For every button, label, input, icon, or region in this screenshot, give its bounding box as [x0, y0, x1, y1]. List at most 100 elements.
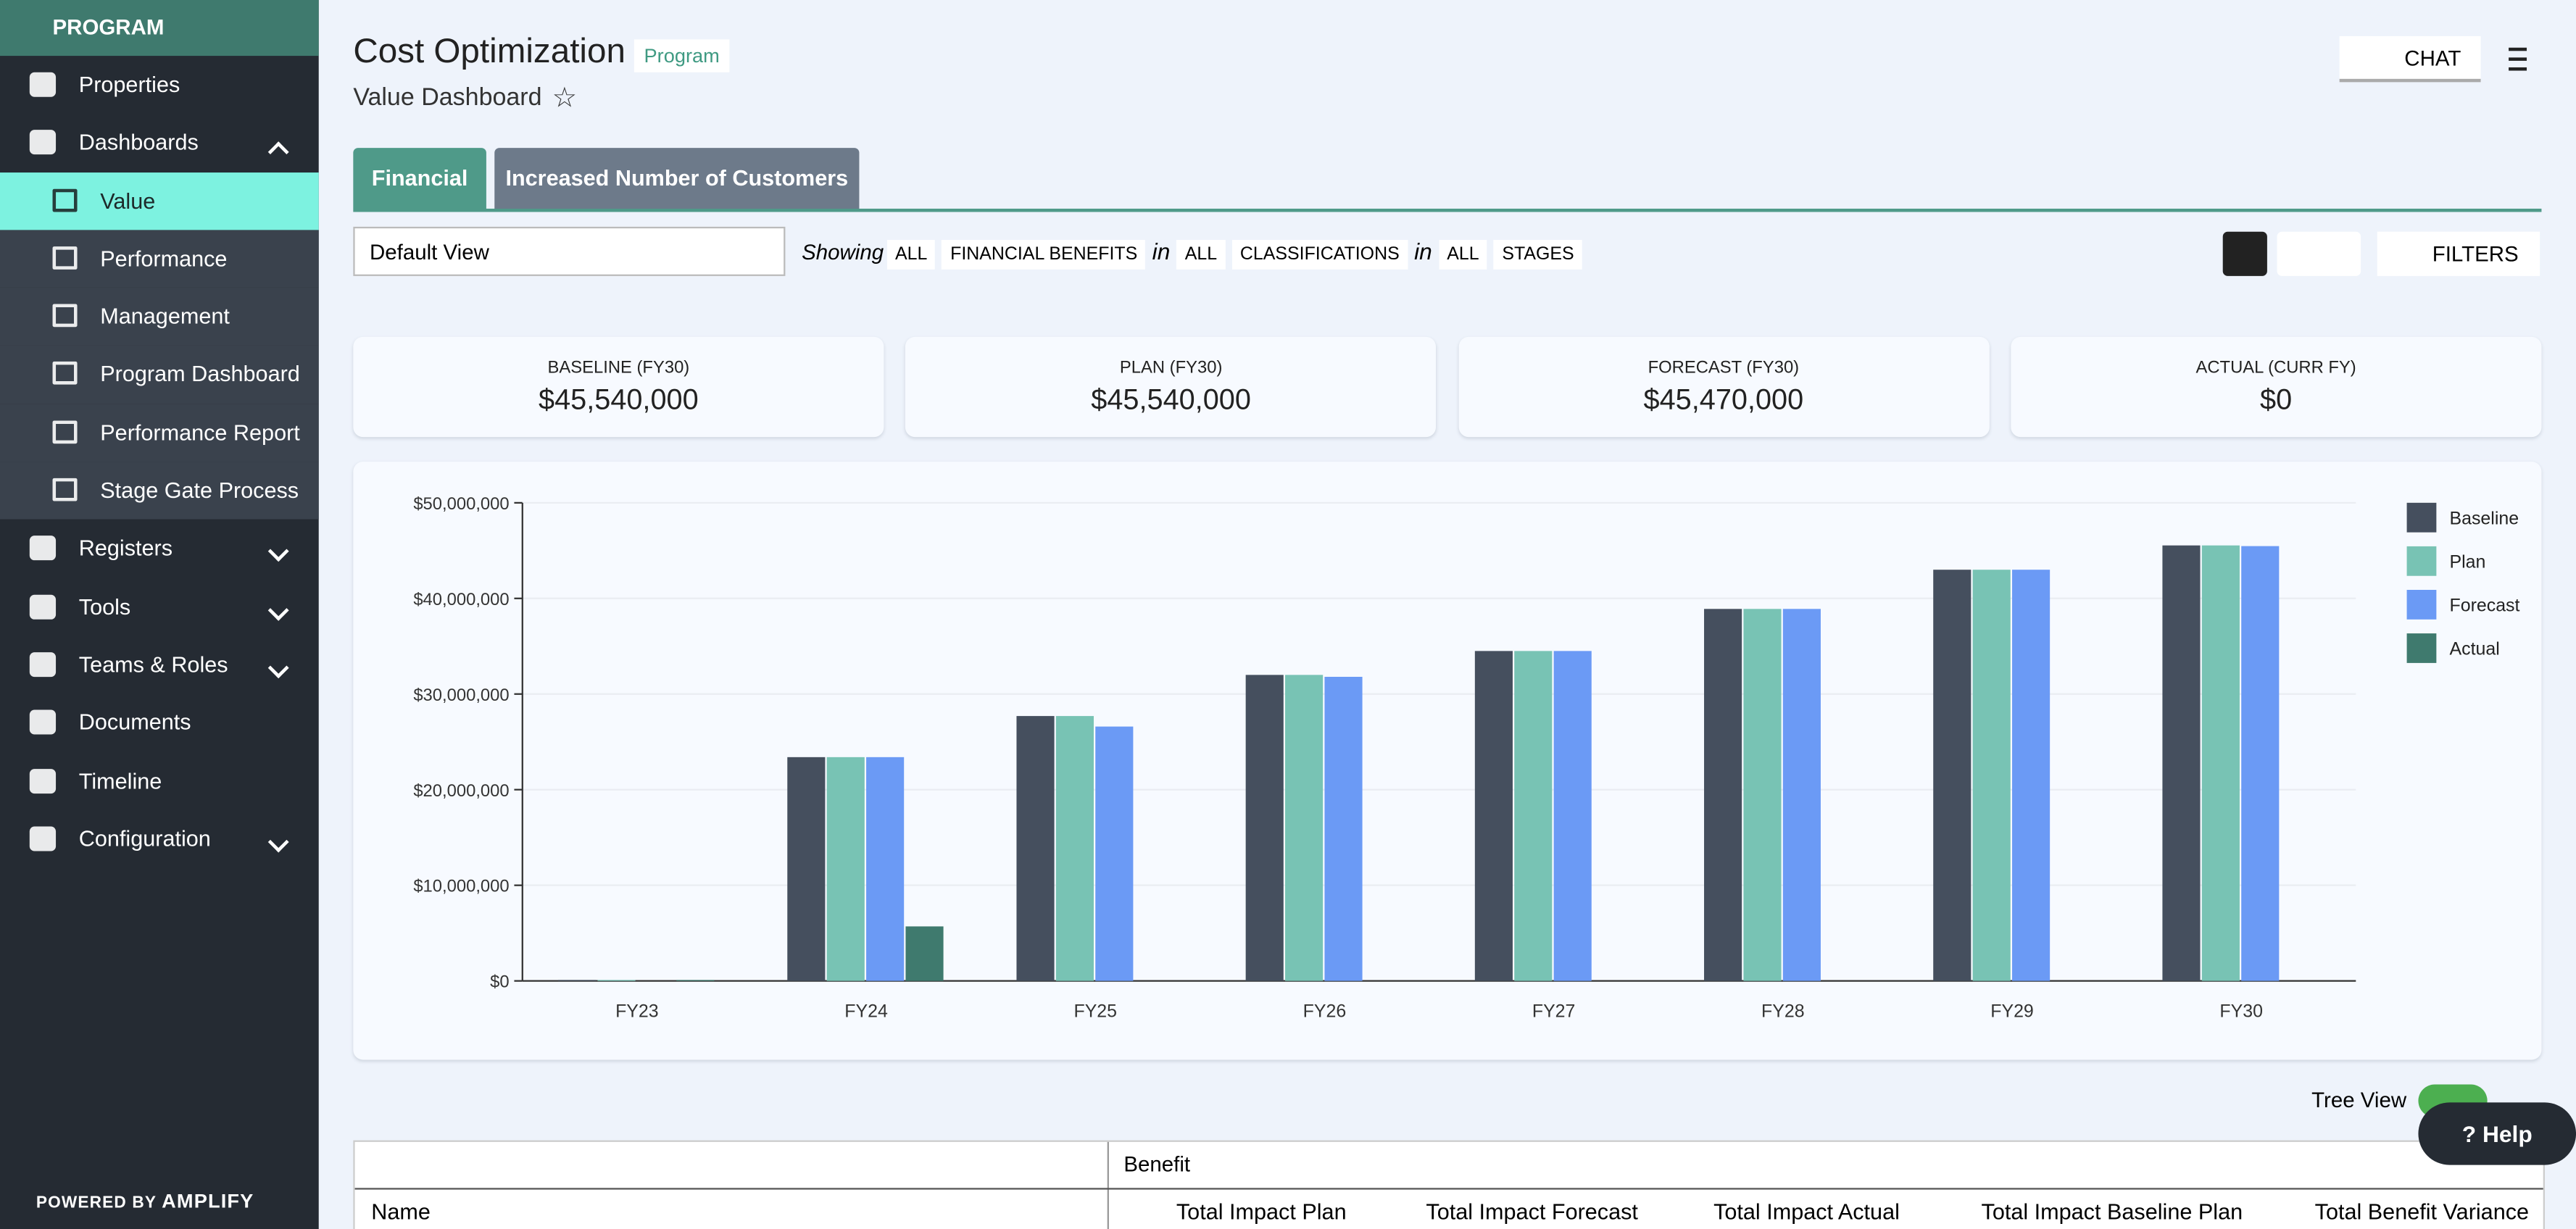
page-title: Cost Optimization — [353, 33, 626, 71]
chart: $0 $10,000,000 $20,000,000 $30,000,000 $40,0… — [413, 494, 2520, 1022]
bar — [787, 757, 826, 981]
nav-item[interactable]: Performance Report — [0, 404, 319, 462]
nav-item[interactable]: Value — [0, 172, 319, 230]
chip: ALL — [1438, 240, 1487, 270]
nav-item[interactable]: Documents — [0, 693, 319, 751]
bar — [1285, 675, 1324, 981]
kpi-card: PLAN (FY30) $45,540,000 — [905, 336, 1437, 438]
nav-label: Performance Report — [100, 420, 300, 445]
column-header[interactable]: Total Impact Baseline Plan — [1981, 1199, 2243, 1225]
footer: POWERED BY AMPLIFY — [36, 1190, 254, 1213]
nav-label: Configuration — [78, 826, 211, 851]
nav-item[interactable]: Performance — [0, 230, 319, 288]
sidebar-header: PROGRAM — [0, 0, 319, 57]
nav-label: Stage Gate Process — [100, 478, 299, 504]
powered: POWERED BY — [36, 1194, 157, 1213]
nav-label: Timeline — [78, 768, 162, 793]
y-tick-label: $50,000,000 — [413, 494, 509, 514]
menu-icon[interactable] — [2509, 47, 2527, 71]
legend-swatch — [2406, 502, 2437, 533]
bar — [1095, 726, 1134, 981]
kpi-card: FORECAST (FY30) $45,470,000 — [1458, 336, 1989, 438]
tab[interactable]: Increased Number of Customers — [494, 148, 860, 209]
bar — [866, 757, 905, 981]
legend-label: Plan — [2450, 551, 2486, 572]
chip: ALL — [886, 240, 936, 270]
nav-item[interactable]: Management — [0, 288, 319, 346]
showing: Showing — [802, 240, 884, 265]
x-tick-label: FY25 — [1073, 1001, 1117, 1022]
save-button[interactable] — [2277, 231, 2361, 276]
legend-swatch — [2406, 546, 2437, 576]
nav-item[interactable]: Teams & Roles — [0, 636, 319, 693]
view-select[interactable]: Default View — [353, 226, 786, 276]
legend-label: Actual — [2450, 639, 2500, 659]
help-label: Help — [2482, 1120, 2533, 1147]
bar — [1474, 651, 1513, 981]
chip: FINANCIAL BENEFITS — [942, 240, 1146, 270]
nav-label: Tools — [78, 594, 131, 620]
nav-label: Teams & Roles — [78, 652, 228, 678]
nav-item[interactable]: Configuration — [0, 810, 319, 868]
chart-card: $0 $10,000,000 $20,000,000 $30,000,000 $40,0… — [353, 462, 2542, 1060]
kpi-value: $45,470,000 — [1643, 383, 1804, 416]
bar — [1245, 675, 1284, 981]
nav-item[interactable]: Stage Gate Process — [0, 462, 319, 520]
bar — [826, 757, 865, 981]
y-tick-label: $40,000,000 — [413, 590, 509, 609]
y-tick-label: $30,000,000 — [413, 686, 509, 705]
chat-button[interactable]: CHAT — [2339, 36, 2481, 83]
badge: Program — [633, 39, 730, 72]
filters-button[interactable]: FILTERS — [2377, 231, 2540, 276]
column-header[interactable]: Total Impact Forecast — [1426, 1199, 1638, 1225]
kpi-card: ACTUAL (CURR FY) $0 — [2011, 336, 2542, 438]
legend-label: Forecast — [2450, 595, 2520, 615]
bar — [1743, 609, 1782, 981]
bar — [1514, 651, 1553, 981]
x-tick-label: FY23 — [615, 1001, 659, 1022]
x-tick-label: FY28 — [1761, 1001, 1805, 1022]
kpi-value: $0 — [2260, 383, 2293, 416]
column-header[interactable]: Name — [371, 1199, 431, 1225]
bar — [1972, 570, 2011, 981]
legend-swatch — [2406, 589, 2437, 620]
nav-label: Program Dashboard — [100, 362, 300, 387]
bar — [1055, 716, 1094, 981]
x-tick-label: FY30 — [2219, 1001, 2263, 1022]
bar — [905, 926, 944, 981]
star-icon[interactable]: ☆ — [552, 82, 578, 114]
filter-summary: Showing ALL FINANCIAL BENEFITS in ALL CLASSIF… — [802, 238, 1585, 270]
help-button[interactable]: ? Help — [2418, 1102, 2576, 1165]
nav-label: Management — [100, 304, 230, 329]
column-header[interactable]: Total Impact Actual — [1713, 1199, 1900, 1225]
group-header: Benefit — [1123, 1151, 1191, 1177]
tab-line — [353, 208, 2542, 212]
nav-item[interactable]: Properties — [0, 56, 319, 114]
in-word: in — [1414, 238, 1432, 265]
subtitle: Value Dashboard — [353, 83, 542, 112]
nav-item[interactable]: Dashboards — [0, 114, 319, 172]
nav-item[interactable]: Tools — [0, 578, 319, 636]
x-tick-label: FY29 — [1990, 1001, 2034, 1022]
tab[interactable]: Financial — [353, 148, 486, 209]
nav-label: Value — [100, 188, 156, 213]
nav-label: Performance — [100, 246, 228, 271]
nav-label: Dashboards — [78, 130, 199, 155]
kpi-label: BASELINE (FY30) — [547, 358, 690, 378]
column-header[interactable]: Total Impact Plan — [1176, 1199, 1347, 1225]
pin-button[interactable] — [2222, 231, 2267, 276]
bar — [1933, 570, 1972, 981]
kpi-value: $45,540,000 — [1091, 383, 1251, 416]
nav-label: Properties — [78, 72, 180, 97]
column-header[interactable]: Total Benefit Variance — [2314, 1199, 2530, 1225]
nav-item[interactable]: Program Dashboard — [0, 346, 319, 404]
nav-item[interactable]: Timeline — [0, 751, 319, 809]
x-tick-label: FY26 — [1303, 1001, 1347, 1022]
bar — [1704, 609, 1742, 981]
nav-item[interactable]: Registers — [0, 520, 319, 578]
x-tick-label: FY24 — [844, 1001, 888, 1022]
chip: ALL — [1176, 240, 1226, 270]
legend-swatch — [2406, 633, 2437, 663]
bar — [1782, 609, 1821, 981]
